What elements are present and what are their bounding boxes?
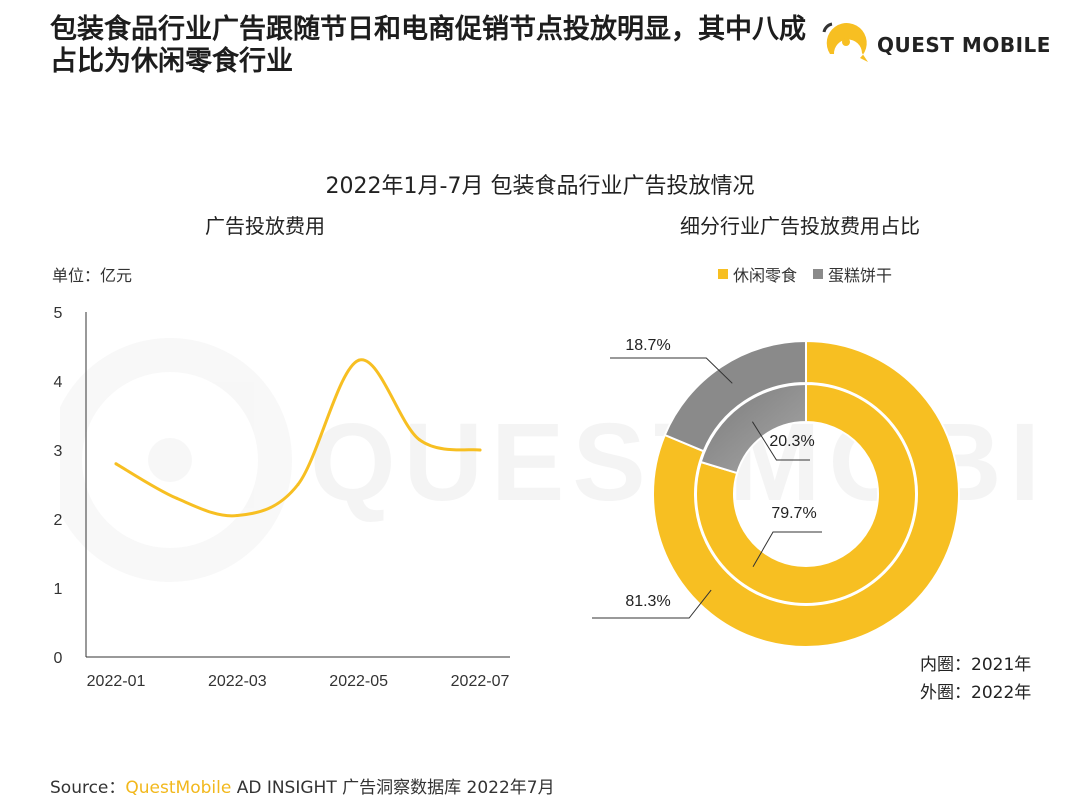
y-tick-label: 0 [54, 650, 63, 667]
outer-cakes-value-label: 18.7% [625, 337, 670, 354]
legend-label-cakes: 蛋糕饼干 [828, 266, 893, 285]
inner-ring-note: 内圈：2021年 [920, 655, 1032, 675]
x-tick-label: 2022-05 [329, 673, 388, 690]
inner-ring-slice-snacks [695, 382, 917, 605]
y-tick-label: 4 [54, 374, 63, 391]
legend-item-snacks: 休闲零食 [718, 262, 797, 286]
donut-chart: 18.7% 81.3% 20.3% 79.7% [592, 337, 960, 648]
source-brand: QuestMobile [125, 778, 232, 798]
data-point [235, 514, 239, 518]
leader-line-inner-cakes [751, 421, 810, 461]
data-point [417, 438, 421, 442]
x-tick-label: 2022-07 [451, 673, 510, 690]
legend-label-snacks: 休闲零食 [733, 266, 798, 285]
data-point [175, 496, 179, 500]
donut-legend: 休闲零食 蛋糕饼干 [718, 262, 908, 286]
donut-chart-subtitle: 细分行业广告投放费用占比 [680, 214, 920, 238]
y-tick-label: 2 [54, 512, 63, 529]
outer-snacks-value-label: 81.3% [625, 593, 670, 610]
leader-line-outer-cakes [610, 357, 733, 384]
source-rest: AD INSIGHT 广告洞察数据库 2022年7月 [231, 778, 555, 798]
legend-swatch-cakes [813, 269, 824, 279]
data-point [357, 358, 361, 362]
chart-title: 2022年1月-7月 包装食品行业广告投放情况 [325, 174, 755, 199]
leader-line-inner-snacks [752, 531, 822, 568]
line-chart-subtitle: 广告投放费用 [205, 214, 325, 238]
y-tick-label: 1 [54, 581, 63, 598]
data-point [478, 448, 482, 452]
y-tick-label: 5 [54, 305, 63, 322]
leader-line-outer-snacks [592, 589, 712, 619]
line-chart: 0 1 2 3 4 5 2022-01 2022-03 2022-05 2022-07 [54, 305, 510, 690]
inner-snacks-value-label: 79.7% [771, 505, 816, 522]
data-point [114, 462, 118, 466]
y-tick-label: 3 [54, 443, 63, 460]
logo-text: QUEST MOBILE [877, 33, 1051, 57]
legend-swatch-snacks [718, 269, 728, 279]
x-tick-label: 2022-03 [208, 673, 267, 690]
unit-label: 单位：亿元 [52, 266, 133, 285]
source-line: Source：QuestMobile AD INSIGHT 广告洞察数据库 20… [50, 773, 555, 798]
x-tick-label: 2022-01 [87, 673, 146, 690]
source-prefix: Source： [50, 778, 126, 798]
inner-ring-slice-cakes [699, 382, 807, 475]
series-line-ad-spend [114, 358, 482, 518]
page-headline: 包装食品行业广告跟随节日和电商促销节点投放明显，其中八成占比为休闲零食行业 [50, 14, 806, 77]
inner-cakes-value-label: 20.3% [769, 433, 814, 450]
legend-item-cakes: 蛋糕饼干 [813, 262, 892, 286]
outer-ring-note: 外圈：2022年 [920, 683, 1032, 703]
logo-mark-icon [822, 22, 868, 63]
data-point [296, 483, 300, 486]
questmobile-logo [822, 22, 868, 63]
